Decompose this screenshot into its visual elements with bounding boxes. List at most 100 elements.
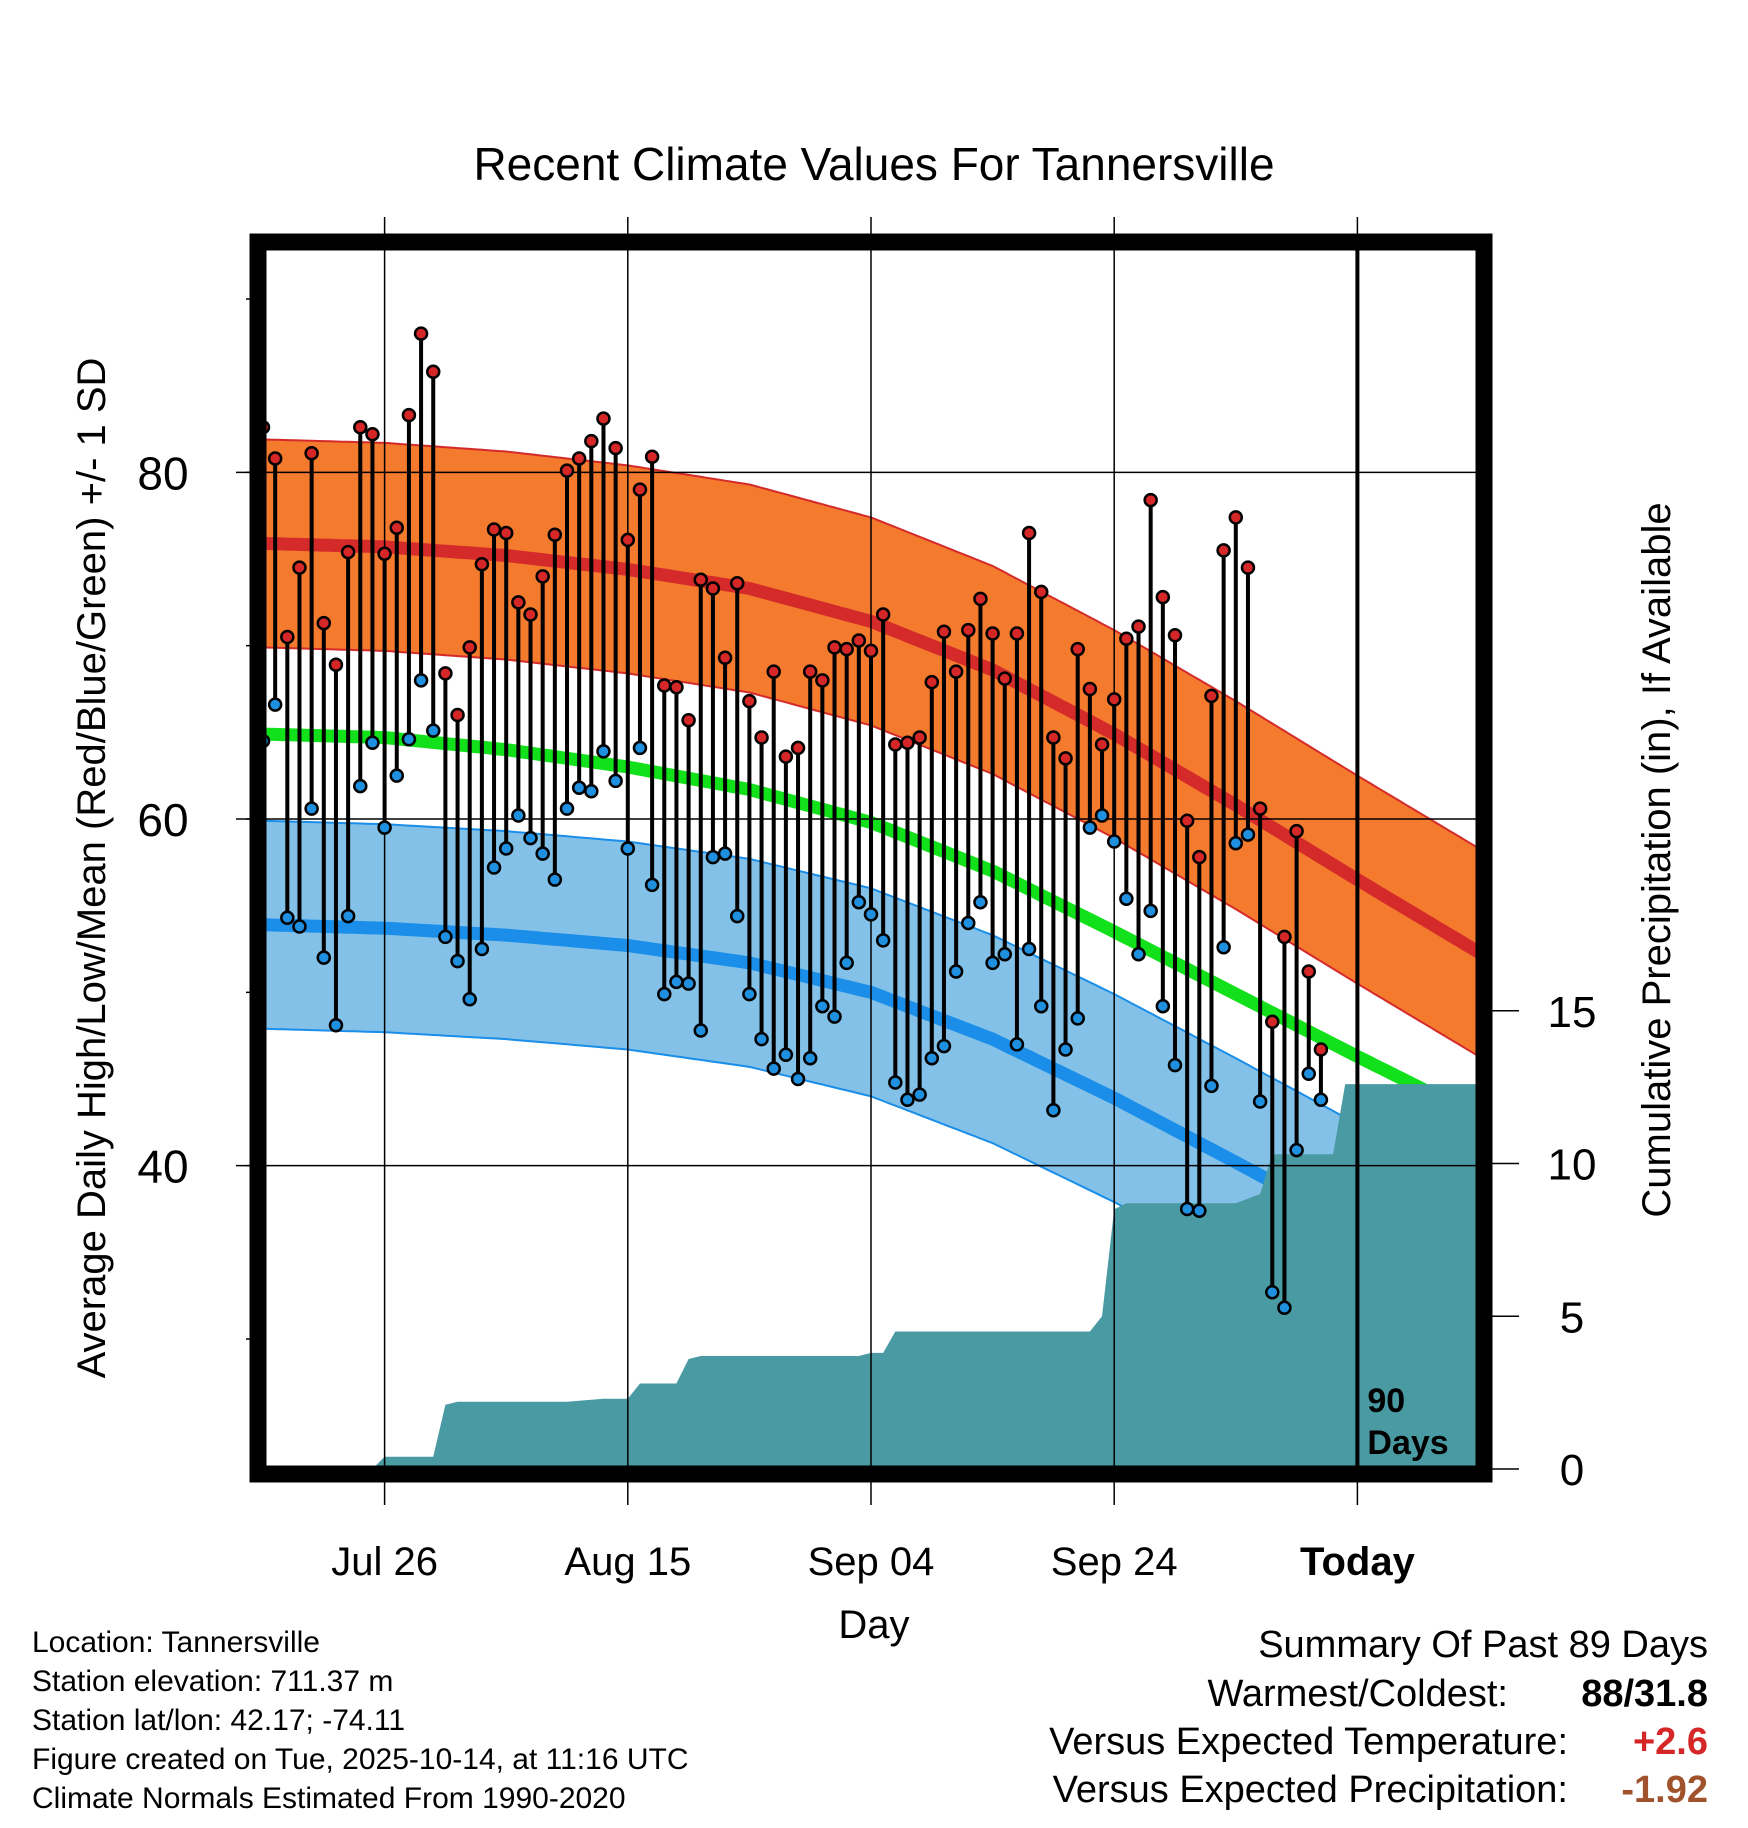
low-point <box>1277 1300 1292 1316</box>
low-point <box>1119 891 1134 906</box>
low-point <box>766 1061 781 1076</box>
y-tick-label: 60 <box>137 794 188 846</box>
high-point <box>1009 626 1025 641</box>
high-point <box>705 581 721 596</box>
low-point <box>316 950 332 965</box>
low-point <box>985 955 1000 971</box>
high-point <box>1339 0 1351 6</box>
high-point <box>328 657 344 672</box>
low-point <box>340 908 356 924</box>
high-point <box>1046 730 1061 745</box>
high-point <box>912 730 927 745</box>
x-tick-label: Aug 15 <box>564 1540 691 1584</box>
high-point <box>1313 1042 1329 1057</box>
low-point <box>353 778 368 794</box>
summary-warmest-coldest: Warmest/Coldest: 88/31.8 <box>808 1670 1708 1718</box>
high-point <box>657 678 672 693</box>
high-point <box>742 693 757 709</box>
low-point <box>790 1071 806 1087</box>
y2-axis-label: Cumulative Precipitation (in), If Availa… <box>1635 502 1679 1217</box>
low-point <box>474 941 490 957</box>
low-point <box>669 974 684 990</box>
summary-precipitation: Versus Expected Precipitation: -1.92 <box>808 1766 1708 1814</box>
high-point <box>1106 692 1122 707</box>
high-point <box>535 569 550 584</box>
x-tick-label: Jul 26 <box>331 1540 438 1584</box>
low-point <box>1082 820 1098 835</box>
low-point <box>438 929 453 945</box>
low-point <box>1058 1042 1073 1057</box>
high-point <box>839 641 854 657</box>
high-point <box>1228 510 1244 525</box>
high-point <box>413 326 429 341</box>
high-point <box>1265 1014 1280 1030</box>
x-tick-label: Today <box>1300 1540 1416 1584</box>
low-point <box>1228 836 1244 851</box>
low-point <box>1167 1057 1183 1073</box>
high-point <box>1058 751 1073 766</box>
x-axis-label: Day <box>838 1603 909 1647</box>
high-point <box>1327 0 1339 6</box>
low-point <box>304 801 319 816</box>
low-point <box>413 673 429 688</box>
high-point <box>1021 525 1037 541</box>
high-point <box>1252 801 1268 816</box>
low-point <box>1143 903 1158 919</box>
high-point <box>571 451 587 466</box>
high-point <box>644 449 660 464</box>
low-point <box>948 964 964 979</box>
created-text: Figure created on Tue, 2025-10-14, at 11… <box>32 1743 689 1776</box>
low-point <box>1301 1066 1317 1082</box>
high-point <box>729 576 745 591</box>
high-point <box>377 546 392 562</box>
high-point <box>559 463 575 478</box>
low-point <box>729 908 745 924</box>
low-point <box>1009 1037 1025 1052</box>
normals-period-text: Climate Normals Estimated From 1990-2020 <box>32 1782 626 1815</box>
high-point <box>1179 813 1195 828</box>
high-point <box>1033 584 1049 600</box>
low-point <box>1216 940 1231 955</box>
high-point <box>766 664 781 679</box>
low-point <box>1131 946 1146 962</box>
low-sd-band <box>263 820 1479 1398</box>
low-point <box>498 841 514 856</box>
low-point <box>742 986 757 1002</box>
high-point <box>547 527 563 542</box>
low-point <box>1094 808 1110 823</box>
low-point <box>267 697 283 712</box>
high-point <box>596 411 611 426</box>
low-point <box>644 877 660 893</box>
low-point <box>632 740 648 756</box>
high-point <box>681 712 696 728</box>
high-point <box>292 560 307 575</box>
high-point <box>1192 849 1207 865</box>
precip-area <box>263 1084 1479 1469</box>
low-point <box>584 784 599 799</box>
high-point <box>438 666 453 681</box>
low-point <box>1179 1201 1195 1217</box>
low-point <box>936 1038 952 1054</box>
high-point <box>316 615 332 631</box>
high-point <box>1167 628 1183 643</box>
low-point <box>1327 0 1339 6</box>
high-point <box>1094 737 1110 752</box>
high-point <box>961 622 976 638</box>
today-days-label-word: Days <box>1367 1424 1448 1462</box>
low-point <box>1339 0 1351 6</box>
summary-temperature: Versus Expected Temperature: +2.6 <box>808 1718 1708 1766</box>
high-point <box>888 737 903 752</box>
high-point <box>754 730 769 745</box>
high-point <box>1070 641 1085 657</box>
high-point <box>778 749 794 764</box>
warmest-coldest-value: 88/31.8 <box>1581 1673 1708 1715</box>
low-point <box>1204 1078 1219 1094</box>
high-point <box>267 451 283 466</box>
high-point <box>280 629 295 645</box>
low-point <box>851 894 867 910</box>
high-point <box>948 664 964 679</box>
low-point <box>1265 1284 1280 1300</box>
low-point <box>535 846 550 861</box>
low-point <box>900 1092 915 1108</box>
high-point <box>1119 631 1134 646</box>
